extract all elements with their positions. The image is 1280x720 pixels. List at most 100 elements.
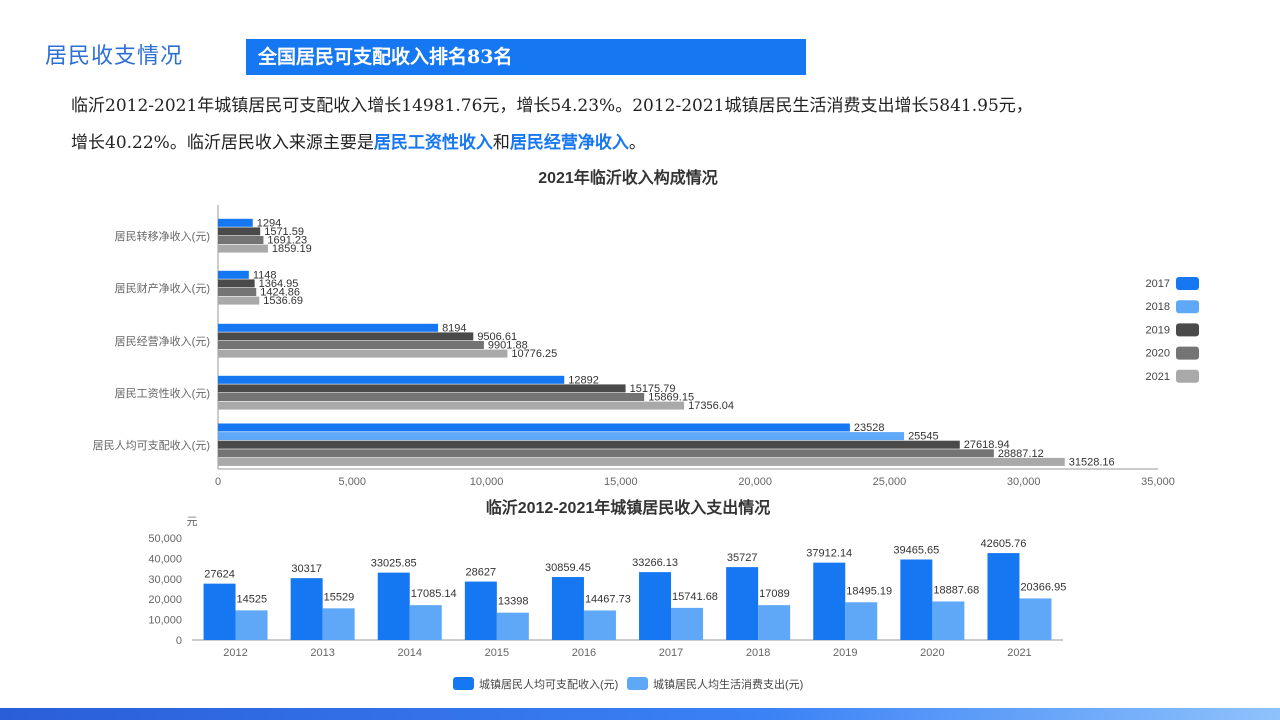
chart1-title: 2021年临沂收入构成情况	[538, 168, 718, 187]
chart1-bar	[218, 236, 264, 244]
chart1-data-label: 1294	[257, 217, 281, 229]
chart1-bar	[218, 423, 850, 432]
chart2-x-tick-label: 2016	[572, 647, 596, 659]
chart2-bar	[932, 601, 965, 640]
chart2-title: 临沂2012-2021年城镇居民收入支出情况	[486, 498, 771, 517]
chart2-y-tick-label: 20,000	[148, 594, 182, 606]
chart2-x-tick-label: 2017	[659, 647, 683, 659]
chart2-bar	[377, 572, 410, 640]
chart1-category-label: 居民经营净收入(元)	[115, 334, 210, 348]
chart2-data-label: 27624	[204, 569, 235, 581]
chart2-bar	[464, 581, 497, 640]
chart2-bar	[203, 583, 236, 640]
chart1-data-label: 1424.86	[260, 287, 300, 299]
chart2-legend-label: 城镇居民人均生活消费支出(元)	[653, 677, 803, 691]
chart1-bar	[218, 341, 484, 349]
chart1-data-label: 15869.15	[648, 392, 694, 404]
chart2-data-label: 18887.68	[933, 584, 979, 596]
paragraph-part-1: 临沂2012-2021年城镇居民可支配收入增长14981.76元，增长54.23…	[71, 96, 1033, 116]
chart2-x-tick-label: 2015	[485, 647, 509, 659]
chart1-bar	[218, 440, 960, 449]
chart2-bar	[1019, 598, 1052, 640]
chart1-data-label: 27618.94	[964, 439, 1010, 451]
paragraph-part-3: 和	[492, 133, 510, 153]
chart1-data-label: 1859.19	[272, 243, 312, 255]
chart2-data-label: 30317	[291, 563, 322, 575]
chart2-x-tick-label: 2012	[223, 647, 247, 659]
chart2-data-label: 15741.68	[672, 591, 718, 603]
chart1-data-label: 9506.61	[477, 331, 517, 343]
chart1-bar	[218, 332, 474, 341]
chart1-legend-label: 2018	[1146, 301, 1170, 313]
chart2-data-label: 13398	[498, 596, 529, 608]
bottom-decoration-bar	[0, 708, 1280, 720]
chart1-legend-swatch	[1176, 346, 1199, 360]
chart1-data-label: 31528.16	[1069, 456, 1115, 468]
chart2-y-tick-label: 40,000	[148, 553, 182, 565]
chart2-bar	[758, 605, 791, 640]
chart2-bar	[813, 562, 846, 640]
chart2-y-tick-label: 0	[176, 635, 182, 647]
chart1-category-label: 居民财产净收入(元)	[115, 281, 210, 295]
chart2-y-tick-label: 30,000	[148, 574, 182, 586]
chart2-bar	[726, 567, 759, 640]
chart1-bar	[218, 323, 439, 332]
chart1-data-label: 17356.04	[688, 400, 734, 412]
chart2-data-label: 39465.65	[893, 544, 939, 556]
chart2-data-label: 42605.76	[981, 538, 1027, 550]
chart1-x-tick-label: 25,000	[873, 476, 907, 488]
chart1-legend-swatch	[1176, 369, 1199, 383]
chart1-x-tick-label: 20,000	[738, 476, 772, 488]
chart2-legend-swatch	[453, 677, 474, 690]
chart1-bar	[218, 279, 255, 288]
chart1-data-label: 10776.25	[511, 348, 557, 360]
chart2-x-tick-label: 2020	[920, 647, 944, 659]
chart2-bar	[322, 608, 355, 640]
chart1-legend-swatch	[1176, 300, 1199, 314]
chart2-data-label: 17089	[759, 588, 790, 600]
chart2-data-label: 35727	[727, 552, 758, 564]
highlight-wage-income: 居民工资性收入	[373, 133, 493, 153]
chart1-bar	[218, 218, 253, 227]
chart2-bar	[639, 572, 672, 640]
chart1-bar	[218, 449, 994, 458]
chart2-y-unit-label: 元	[187, 516, 198, 528]
chart1-bar	[218, 384, 626, 393]
chart2-x-tick-label: 2018	[746, 647, 770, 659]
chart1-legend-label: 2019	[1146, 324, 1170, 336]
chart1-data-label: 12892	[568, 374, 599, 386]
chart1-bar	[218, 270, 249, 279]
chart2-x-tick-label: 2014	[398, 647, 422, 659]
chart1-bar	[218, 227, 261, 236]
chart2-data-label: 28627	[466, 567, 497, 579]
chart1-legend-label: 2017	[1146, 278, 1170, 290]
chart1-data-label: 9901.88	[488, 340, 528, 352]
paragraph-part-4: 。	[628, 133, 646, 153]
chart2-bar	[845, 602, 878, 640]
paragraph-part-2: 增长40.22%。临沂居民收入来源主要是	[71, 133, 374, 153]
chart2-bar	[409, 605, 442, 640]
chart2-bar	[671, 607, 704, 640]
chart1-data-label: 15175.79	[630, 383, 676, 395]
chart1-bar	[218, 296, 260, 305]
chart1-x-tick-label: 15,000	[604, 476, 638, 488]
chart1-data-label: 8194	[442, 322, 466, 334]
chart1-data-label: 28887.12	[998, 448, 1044, 460]
chart1-category-label: 居民人均可支配收入(元)	[93, 438, 210, 452]
chart1-x-tick-label: 35,000	[1141, 476, 1175, 488]
chart2-y-tick-label: 10,000	[148, 615, 182, 627]
chart1-data-label: 1691.23	[267, 235, 307, 247]
highlight-business-income: 居民经营净收入	[509, 133, 629, 153]
chart2-bar	[987, 553, 1020, 640]
chart2-x-tick-label: 2019	[833, 647, 857, 659]
chart1-bar	[218, 349, 508, 358]
chart2-bar	[235, 610, 268, 640]
chart1-data-label: 1148	[253, 269, 277, 281]
chart1-x-tick-label: 30,000	[1007, 476, 1041, 488]
chart2-x-tick-label: 2013	[310, 647, 334, 659]
chart2-data-label: 37912.14	[806, 548, 852, 560]
chart2-y-tick-label: 50,000	[148, 533, 182, 545]
banner-title: 全国居民可支配收入排名83名	[246, 39, 806, 75]
chart1-x-tick-label: 0	[215, 476, 221, 488]
